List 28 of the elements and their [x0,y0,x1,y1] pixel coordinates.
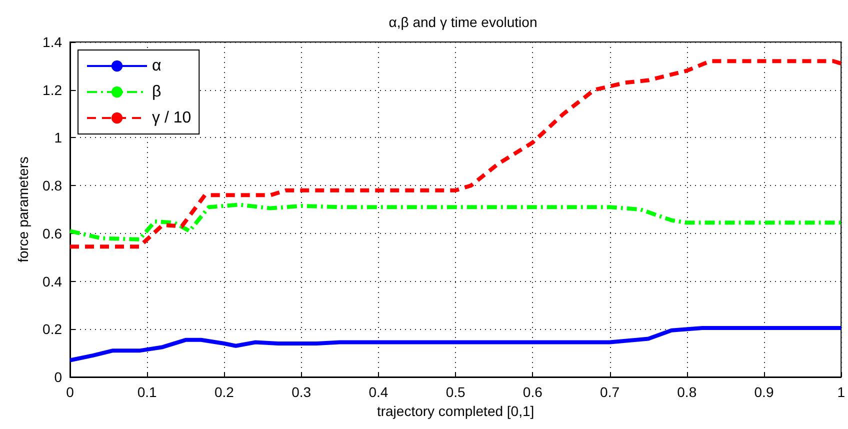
x-tick-label: 0 [66,384,74,400]
x-tick-label: 0.7 [600,384,620,400]
x-tick-label: 0.3 [292,384,312,400]
x-tick-label: 1 [837,384,846,400]
y-tick-label: 0 [54,369,62,385]
x-tick-label: 0.8 [677,384,697,400]
legend-label: α [152,58,162,74]
x-axis-title: trajectory completed [0,1] [376,402,534,419]
line-series [68,202,844,242]
y-tick-label: 0.2 [42,321,62,338]
y-tick-label: 0.6 [42,225,62,242]
y-tick-label: 1.2 [42,82,62,98]
y-tick-label: 1.4 [42,34,62,50]
line-series [68,326,844,362]
x-tick-label: 0.9 [754,384,774,400]
chart-title: α,β and γ time evolution [388,14,538,30]
y-tick-label: 0.8 [42,178,62,194]
y-axis-title: force parameters [15,156,31,262]
x-tick-label: 0.1 [137,384,158,400]
y-tick-label: 1 [54,130,62,146]
x-tick-label: 0.5 [446,384,466,400]
line-series [68,59,844,249]
legend-label: β [152,84,162,100]
legend-label: γ / 10 [152,110,192,126]
y-tick-label: 0.4 [42,273,62,290]
x-tick-label: 0.2 [214,384,234,400]
x-tick-label: 0.4 [368,384,388,400]
x-tick-label: 0.6 [522,384,543,400]
